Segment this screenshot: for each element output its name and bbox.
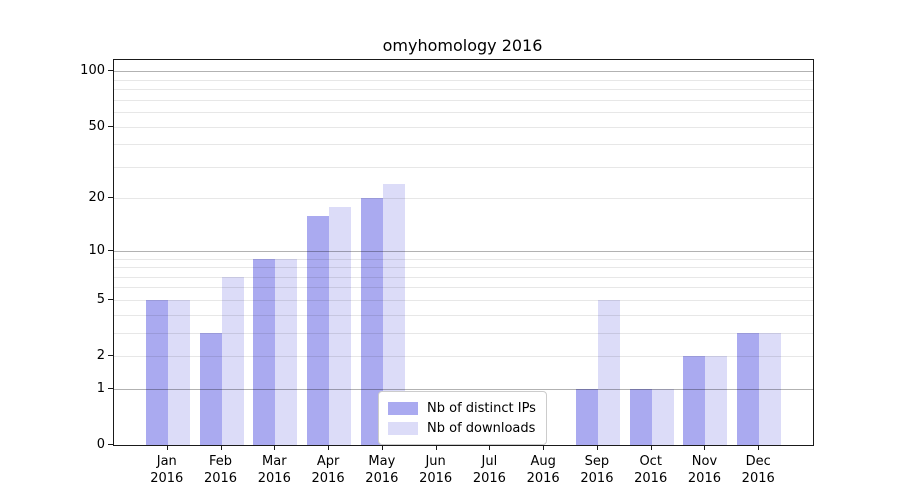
x-tick-label-jan: Jan 2016 — [150, 454, 184, 486]
bars-layer — [114, 60, 813, 445]
gridline-minor-3 — [114, 332, 813, 334]
y-tick-mark-100 — [108, 70, 113, 72]
y-tick-label-1: 1 — [96, 380, 105, 396]
grid-layer — [114, 60, 813, 445]
bar-nb-of-downloads-jan — [167, 299, 190, 445]
x-tick-label-mar: Mar 2016 — [257, 454, 291, 486]
y-tick-mark-0 — [108, 444, 113, 445]
y-tick-mark-5 — [108, 298, 113, 300]
chart-title: omyhomology 2016 — [382, 36, 543, 55]
x-tick-mark-jun — [435, 445, 437, 450]
x-tick-label-oct: Oct 2016 — [634, 454, 668, 486]
x-tick-label-sep: Sep 2016 — [580, 454, 614, 486]
bar-nb-of-downloads-apr — [329, 206, 352, 445]
y-tick-mark-50 — [108, 125, 113, 127]
x-tick-label-dec: Dec 2016 — [741, 454, 775, 486]
bar-nb-of-distinct-ips-oct — [629, 388, 652, 445]
gridline-minor-8 — [114, 267, 813, 269]
y-tick-mark-10 — [108, 249, 113, 251]
gridline-minor-7 — [114, 276, 813, 278]
legend-swatch-distinct-ips — [388, 401, 418, 415]
bar-nb-of-downloads-oct — [651, 388, 674, 445]
bar-nb-of-downloads-may — [382, 184, 405, 445]
y-tick-label-5: 5 — [96, 291, 105, 307]
gridline-minor-5 — [114, 299, 813, 301]
x-tick-label-apr: Apr 2016 — [311, 454, 345, 486]
bar-nb-of-distinct-ips-mar — [253, 258, 276, 445]
bar-nb-of-downloads-nov — [705, 356, 728, 445]
plot-area: Nb of distinct IPs Nb of downloads — [113, 59, 814, 446]
y-tick-label-20: 20 — [88, 190, 105, 206]
y-tick-mark-20 — [108, 197, 113, 199]
bar-nb-of-downloads-feb — [221, 276, 244, 445]
x-tick-label-may: May 2016 — [365, 454, 399, 486]
y-tick-mark-2 — [108, 355, 113, 357]
gridline-minor-20 — [114, 198, 813, 200]
legend-entry-distinct-ips: Nb of distinct IPs — [388, 398, 536, 418]
gridline-major-10 — [114, 250, 813, 252]
x-tick-mark-sep — [596, 445, 598, 450]
bar-nb-of-distinct-ips-apr — [307, 215, 330, 445]
x-tick-label-aug: Aug 2016 — [526, 454, 560, 486]
bar-nb-of-distinct-ips-dec — [737, 332, 760, 445]
gridline-minor-90 — [114, 79, 813, 81]
gridline-major-100 — [114, 71, 813, 73]
y-tick-label-0: 0 — [96, 437, 105, 452]
gridline-minor-40 — [114, 144, 813, 146]
x-tick-label-nov: Nov 2016 — [687, 454, 721, 486]
legend-swatch-downloads — [388, 421, 418, 435]
y-tick-label-100: 100 — [80, 63, 105, 79]
gridline-minor-4 — [114, 314, 813, 316]
x-tick-mark-may — [381, 445, 383, 450]
gridline-minor-6 — [114, 287, 813, 289]
legend-label-distinct-ips: Nb of distinct IPs — [427, 400, 536, 416]
x-tick-mark-feb — [220, 445, 222, 450]
legend: Nb of distinct IPs Nb of downloads — [378, 391, 547, 445]
bar-nb-of-distinct-ips-may — [360, 198, 383, 445]
gridline-minor-60 — [114, 112, 813, 114]
x-tick-mark-apr — [328, 445, 330, 450]
x-tick-mark-mar — [274, 445, 276, 450]
y-tick-label-50: 50 — [88, 118, 105, 134]
x-tick-label-jul: Jul 2016 — [472, 454, 506, 486]
x-tick-mark-aug — [543, 445, 545, 450]
gridline-minor-9 — [114, 258, 813, 260]
x-tick-mark-oct — [650, 445, 652, 450]
legend-label-downloads: Nb of downloads — [427, 420, 536, 436]
x-tick-mark-jan — [166, 445, 168, 450]
gridline-major-1 — [114, 388, 813, 390]
gridline-minor-2 — [114, 356, 813, 358]
y-tick-label-2: 2 — [96, 348, 105, 364]
bar-nb-of-downloads-mar — [275, 258, 298, 445]
x-tick-label-feb: Feb 2016 — [203, 454, 238, 486]
x-tick-mark-dec — [758, 445, 760, 450]
legend-entry-downloads: Nb of downloads — [388, 418, 536, 438]
gridline-minor-80 — [114, 89, 813, 91]
gridline-minor-50 — [114, 126, 813, 128]
x-tick-mark-jul — [489, 445, 491, 450]
gridline-minor-70 — [114, 99, 813, 101]
y-tick-mark-1 — [108, 387, 113, 389]
gridline-minor-30 — [114, 166, 813, 168]
bar-nb-of-distinct-ips-sep — [575, 388, 598, 445]
x-tick-mark-nov — [704, 445, 706, 450]
bar-nb-of-distinct-ips-feb — [199, 332, 222, 445]
y-tick-label-10: 10 — [88, 242, 105, 258]
x-tick-label-jun: Jun 2016 — [419, 454, 453, 486]
bar-nb-of-distinct-ips-nov — [683, 356, 706, 445]
bar-nb-of-downloads-dec — [759, 332, 782, 445]
bar-nb-of-distinct-ips-jan — [145, 299, 168, 445]
bar-nb-of-downloads-sep — [597, 299, 620, 445]
